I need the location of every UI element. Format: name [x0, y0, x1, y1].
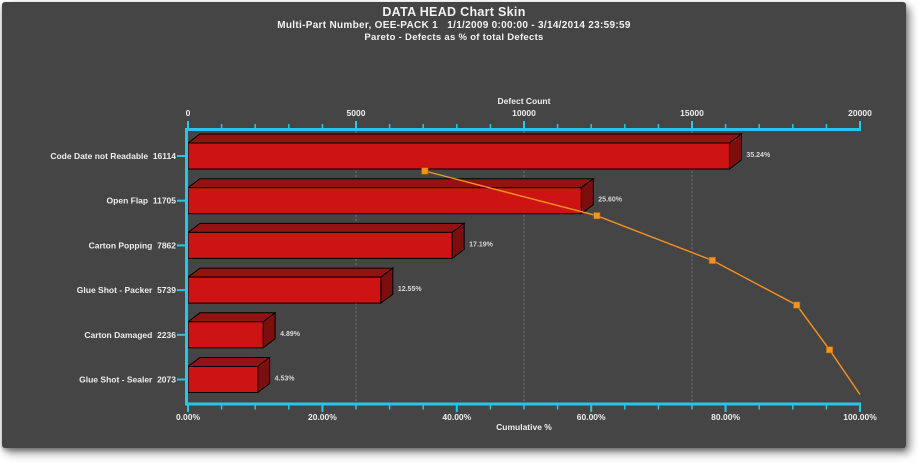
bar-top-face-carton-popping — [186, 222, 466, 233]
bar-glue-shot-sealer — [187, 366, 259, 393]
bar-percent-label: 4.53% — [275, 376, 296, 383]
category-label: Glue Shot - Packer 5739 — [77, 285, 176, 295]
bar-glue-shot-packer — [187, 276, 382, 304]
category-label: Open Flap 11705 — [107, 196, 177, 206]
bar-top-face-code-date-not-readable — [186, 133, 743, 144]
cumulative-point-marker — [793, 301, 801, 309]
bottom-axis-tick-label: 20.00% — [308, 412, 337, 422]
bar-top-face-open-flap — [186, 178, 595, 189]
bar-open-flap — [187, 187, 582, 215]
cumulative-line — [424, 170, 861, 395]
top-axis-title: Defect Count — [498, 96, 551, 106]
bottom-axis-title: Cumulative % — [496, 422, 552, 432]
bar-percent-label: 4.89% — [280, 331, 301, 338]
bar-top-face-glue-shot-packer — [186, 267, 395, 278]
bar-percent-label: 12.55% — [398, 286, 423, 293]
top-axis-tick-label: 0 — [186, 108, 191, 118]
cumulative-point-marker — [826, 346, 834, 354]
pareto-description-label: Pareto - Defects as % of total Defects — [364, 32, 544, 43]
cumulative-point-marker — [593, 212, 601, 220]
bar-top-face-carton-damaged — [186, 312, 277, 323]
bottom-axis-tick-label: 60.00% — [577, 412, 606, 422]
bottom-axis-tick-label: 40.00% — [442, 412, 471, 422]
top-axis-tick-label: 20000 — [848, 108, 872, 118]
chart-subtitle: Multi-Part Number, OEE-PACK 1 1/1/2009 0… — [277, 20, 631, 31]
bar-percent-label: 35.24% — [746, 152, 771, 159]
top-axis-tick-label: 10000 — [512, 108, 536, 118]
bottom-axis-tick-label: 80.00% — [711, 412, 740, 422]
category-label: Glue Shot - Sealer 2073 — [79, 375, 176, 385]
bottom-axis-tick-label: 0.00% — [176, 412, 201, 422]
bar-code-date-not-readable — [187, 142, 730, 170]
bar-carton-popping — [187, 231, 453, 259]
bottom-axis-tick-label: 100.00% — [843, 412, 877, 422]
bar-percent-label: 17.19% — [469, 241, 494, 248]
cumulative-point-marker — [421, 167, 429, 175]
bar-percent-label: 25.60% — [598, 197, 623, 204]
bar-top-face-glue-shot-sealer — [186, 357, 272, 367]
category-label: Carton Damaged 2236 — [84, 330, 176, 340]
category-label: Carton Popping 7862 — [89, 240, 177, 250]
top-axis-tick-label: 15000 — [680, 108, 704, 118]
category-label: Code Date not Readable 16114 — [50, 151, 176, 161]
top-axis-tick-label: 5000 — [347, 108, 366, 118]
cumulative-point-marker — [708, 256, 716, 264]
bar-carton-damaged — [187, 321, 264, 349]
chart-title: DATA HEAD Chart Skin — [382, 5, 526, 19]
